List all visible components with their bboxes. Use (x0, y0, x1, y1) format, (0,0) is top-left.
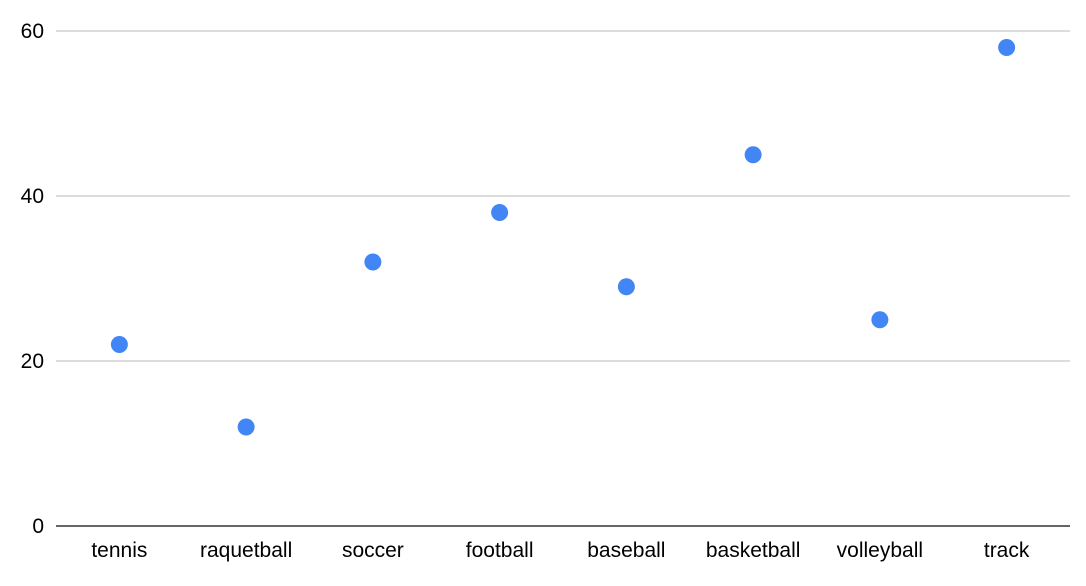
data-point (617, 278, 635, 296)
x-tick-label: baseball (587, 539, 665, 562)
data-point (491, 204, 509, 221)
x-tick-label: soccer (342, 539, 404, 562)
data-point (237, 418, 255, 436)
x-tick-label: track (984, 539, 1030, 562)
y-tick-label: 20 (21, 350, 44, 373)
data-point (998, 39, 1016, 56)
data-point (110, 336, 128, 353)
y-tick-label: 0 (32, 515, 44, 538)
x-tick-label: football (466, 539, 534, 562)
x-tick-label: volleyball (837, 539, 923, 562)
x-tick-label: tennis (91, 539, 147, 562)
data-points (110, 39, 1016, 436)
gridlines (56, 30, 1070, 362)
y-tick-label: 40 (21, 185, 44, 208)
x-tick-label: basketball (706, 539, 801, 562)
data-point (871, 311, 889, 329)
x-tick-label: raquetball (200, 539, 292, 562)
data-point (744, 146, 762, 164)
y-axis-tick-labels: 0 20 40 60 (21, 20, 44, 538)
x-axis-tick-labels: tennis raquetball soccer football baseball ba… (91, 539, 1030, 562)
y-tick-label: 60 (21, 20, 44, 43)
data-point (364, 253, 382, 271)
